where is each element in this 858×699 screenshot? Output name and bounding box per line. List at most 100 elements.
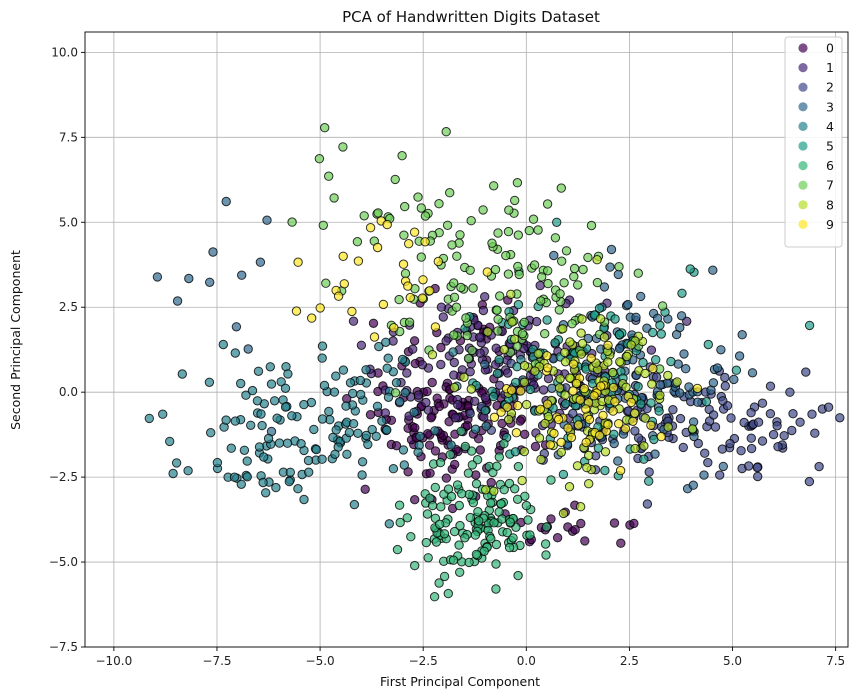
data-point [573,420,584,430]
data-point [651,372,662,382]
data-point [599,332,610,342]
data-point [529,260,540,270]
data-point [554,383,565,393]
data-point [729,374,739,385]
data-point [454,540,464,550]
data-point [678,442,688,453]
data-point [417,293,428,303]
data-point [443,588,453,599]
data-point [823,402,834,412]
data-point [703,339,713,350]
data-point [439,529,450,539]
data-point [513,299,524,310]
data-point [317,414,328,424]
data-point [488,391,499,402]
data-point [394,500,405,510]
data-point [739,417,749,428]
data-point [534,433,545,443]
data-point [614,343,625,354]
data-point [655,380,666,390]
data-point [410,423,420,433]
data-point [449,370,459,380]
data-point [427,500,438,511]
data-point [642,499,653,509]
data-point [399,230,409,240]
data-point [564,482,575,492]
data-point [365,223,376,233]
data-point [513,461,524,472]
data-point [506,289,516,299]
data-point [554,414,564,425]
data-point [630,443,640,454]
data-point [584,414,595,425]
data-point [569,271,579,282]
data-point [540,329,550,339]
data-point [438,312,448,322]
data-point [400,201,410,212]
data-point [259,452,269,462]
data-point [537,272,547,282]
data-point [353,256,364,266]
data-point [293,484,303,494]
data-point [457,489,467,499]
data-point [470,530,481,540]
data-point [221,415,231,425]
data-point [381,337,391,347]
data-point [349,499,360,510]
data-point [504,205,514,215]
legend-label-5: 5 [826,139,834,154]
data-point [718,396,728,406]
data-point [717,444,728,454]
data-point [435,519,445,529]
data-point [355,375,366,386]
data-point [535,280,545,291]
data-point [561,399,571,409]
data-point [503,269,514,279]
legend-marker-6 [798,161,808,171]
data-point [465,512,475,523]
data-point [311,444,321,455]
data-point [725,438,735,449]
data-point [541,550,551,560]
data-point [753,417,764,427]
data-point [474,516,484,526]
data-point [502,527,512,538]
data-point [511,377,521,388]
data-point [720,372,730,383]
data-point [726,413,736,423]
axis-ticks: −10.0 −7.5 −5.0 −2.5 0.0 2.5 5.0 7.5 −7.5 −5.0 −2.… [49,45,845,668]
data-point [556,437,566,447]
data-point [676,311,687,321]
data-point [575,502,586,512]
data-point [586,353,596,363]
data-point [239,445,250,455]
data-point [577,314,587,324]
data-point [499,344,509,355]
x-tick-label: 0.0 [517,654,536,668]
data-point [450,459,460,470]
data-point [524,225,534,236]
data-point [752,462,762,473]
data-point [504,414,514,425]
data-point [543,278,553,289]
data-point [543,266,553,276]
legend-label-1: 1 [826,60,834,75]
data-point [470,396,480,406]
data-point [280,402,291,412]
data-point [681,364,691,374]
data-point [550,338,560,348]
data-point [593,443,604,453]
data-point [377,416,387,426]
data-point [242,472,253,482]
data-point [519,360,530,371]
data-point [449,382,460,393]
data-point [499,439,509,449]
data-point [430,446,441,456]
data-point [576,328,586,338]
data-point [503,368,513,378]
data-point [614,329,625,340]
data-point [404,239,414,249]
data-point [493,228,503,238]
data-point [736,446,746,456]
data-point [413,447,423,457]
